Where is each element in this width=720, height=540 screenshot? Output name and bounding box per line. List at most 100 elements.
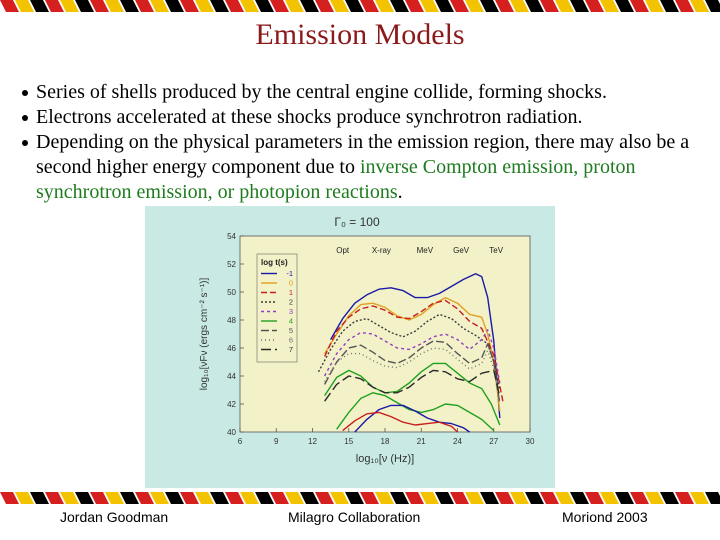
stripe-segment [270, 0, 289, 12]
stripe-segment [390, 0, 409, 12]
stripe-segment [210, 492, 229, 504]
legend-label: -1 [286, 269, 293, 278]
stripe-segment [450, 0, 469, 12]
bullet-dot-icon [22, 90, 28, 96]
band-label: TeV [489, 246, 503, 255]
stripe-segment [675, 0, 694, 12]
stripe-segment [0, 0, 19, 12]
series-line [317, 313, 501, 391]
stripe-segment [300, 492, 319, 504]
stripe-segment [495, 0, 514, 12]
stripe-segment [420, 0, 439, 12]
bullet-text-end: . [397, 181, 403, 203]
legend-label: 5 [289, 326, 293, 335]
y-tick-label: 50 [227, 288, 236, 297]
stripe-segment [75, 492, 94, 504]
y-tick-label: 42 [227, 400, 236, 409]
footer-conference: Moriond 2003 [562, 509, 648, 525]
legend-label: 0 [289, 279, 293, 288]
stripe-segment [510, 0, 529, 12]
stripe-segment [375, 0, 394, 12]
stripe-segment [255, 492, 274, 504]
stripe-segment [330, 492, 349, 504]
legend-title: log t(s) [261, 258, 288, 267]
y-tick-label: 40 [227, 428, 236, 437]
top-decorative-stripe [0, 0, 720, 12]
stripe-segment [375, 492, 394, 504]
band-label: MeV [417, 246, 434, 255]
stripe-segment [540, 0, 559, 12]
stripe-segment [480, 492, 499, 504]
legend-label: 4 [289, 317, 293, 326]
stripe-segment [285, 492, 304, 504]
x-tick-label: 12 [308, 437, 317, 446]
series-line [323, 329, 501, 384]
stripe-segment [90, 492, 109, 504]
bullet-text: Depending on the physical parameters in … [36, 131, 690, 178]
bullet-text-highlight: inverse Compton emission, proton synchro… [36, 156, 636, 203]
stripe-segment [195, 492, 214, 504]
emission-spectrum-chart: Γ₀ = 100 log₁₀[ν (Hz)] log₁₀[νFν (ergs c… [199, 215, 535, 465]
bullet-dot-icon [22, 115, 28, 121]
stripe-segment [60, 0, 79, 12]
stripe-segment [705, 492, 720, 504]
footer-author: Jordan Goodman [60, 509, 169, 525]
stripe-segment [300, 0, 319, 12]
stripe-segment [195, 0, 214, 12]
bullet-list: Series of shells produced by the central… [22, 80, 712, 205]
stripe-segment [690, 492, 709, 504]
stripe-segment [0, 492, 19, 504]
y-tick-label: 52 [227, 260, 236, 269]
stripe-segment [90, 0, 109, 12]
stripe-segment [315, 492, 334, 504]
legend-box [256, 253, 298, 363]
x-tick-label: 30 [526, 437, 535, 446]
stripe-segment [225, 0, 244, 12]
stripe-segment [165, 0, 184, 12]
legend-label: 2 [289, 298, 293, 307]
slide-title: Emission Models [255, 18, 465, 51]
stripe-segment [525, 492, 544, 504]
stripe-segment [105, 492, 124, 504]
stripe-segment [600, 492, 619, 504]
stripe-segment [660, 0, 679, 12]
stripe-segment [555, 492, 574, 504]
x-tick-label: 6 [238, 437, 243, 446]
stripe-segment [495, 492, 514, 504]
series-line [323, 340, 501, 405]
stripe-segment [30, 0, 49, 12]
y-tick-label: 48 [227, 316, 236, 325]
x-axis-label: log₁₀[ν (Hz)] [356, 453, 414, 465]
stripe-segment [15, 0, 34, 12]
x-tick-label: 18 [381, 437, 390, 446]
stripe-segment [465, 492, 484, 504]
stripe-segment [585, 492, 604, 504]
y-tick-label: 46 [227, 344, 236, 353]
band-label: X-ray [372, 246, 391, 255]
stripe-segment [630, 492, 649, 504]
series-line [342, 411, 458, 433]
x-tick-label: 27 [489, 437, 498, 446]
stripe-segment [435, 492, 454, 504]
stripe-segment [645, 0, 664, 12]
band-label: GeV [453, 246, 470, 255]
stripe-segment [75, 0, 94, 12]
stripe-segment [405, 492, 424, 504]
stripe-segment [615, 0, 634, 12]
stripe-segment [630, 0, 649, 12]
stripe-segment [180, 492, 199, 504]
stripe-segment [600, 0, 619, 12]
bullet-item: Series of shells produced by the central… [22, 80, 712, 105]
stripe-segment [675, 492, 694, 504]
stripe-segment [345, 0, 364, 12]
legend-label: 7 [289, 345, 293, 354]
stripe-segment [570, 0, 589, 12]
stripe-segment [450, 492, 469, 504]
stripe-segment [225, 492, 244, 504]
stripe-segment [30, 492, 49, 504]
stripe-segment [585, 0, 604, 12]
stripe-segment [390, 492, 409, 504]
stripe-segment [240, 0, 259, 12]
stripe-segment [135, 0, 154, 12]
stripe-segment [45, 492, 64, 504]
